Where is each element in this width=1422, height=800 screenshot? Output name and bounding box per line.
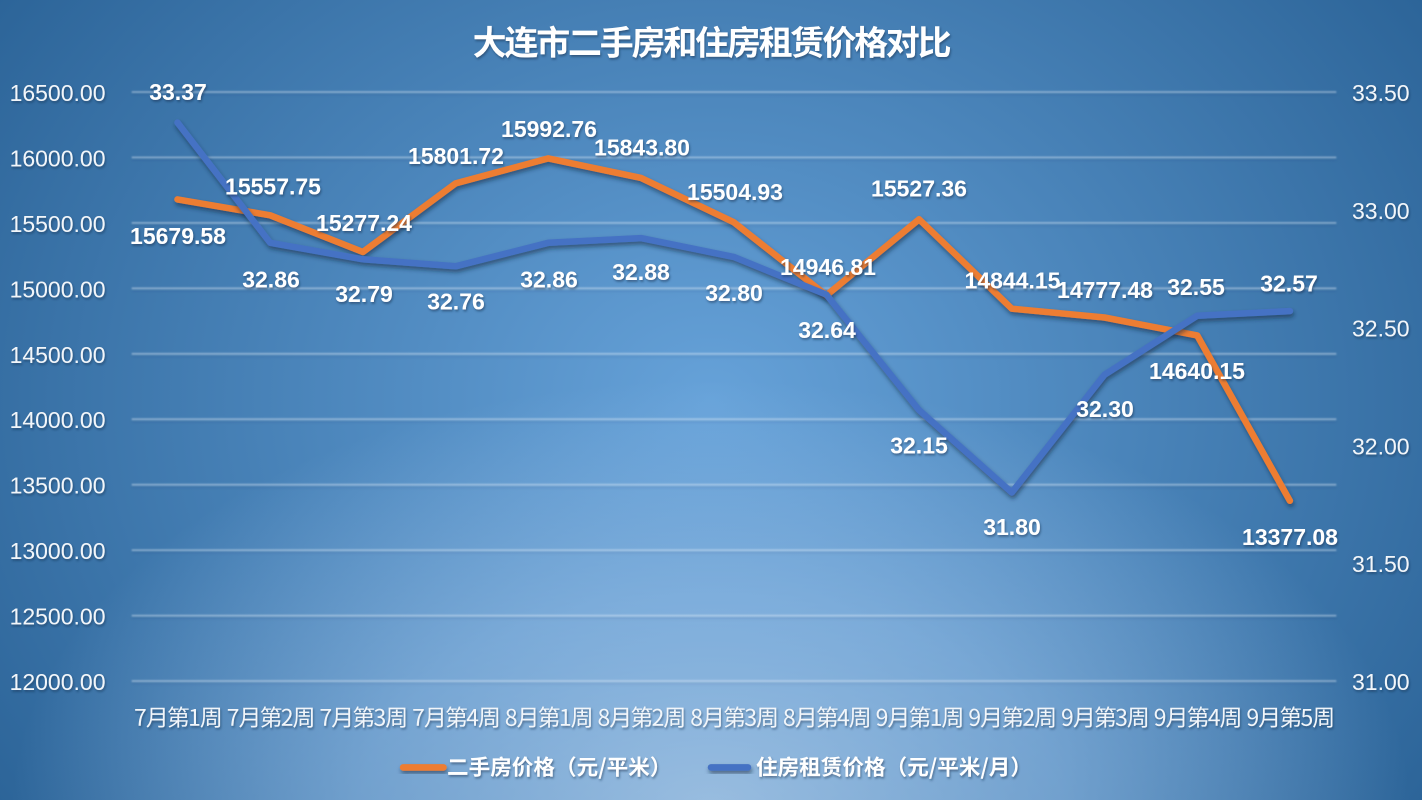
svg-text:15527.36: 15527.36 [871,176,967,202]
svg-text:31.00: 31.00 [1352,669,1410,695]
svg-text:32.50: 32.50 [1352,316,1410,342]
svg-text:15504.93: 15504.93 [687,179,783,205]
svg-text:15557.75: 15557.75 [225,174,321,200]
svg-text:33.37: 33.37 [149,79,207,105]
svg-text:13000.00: 13000.00 [10,538,106,564]
svg-text:32.76: 32.76 [427,289,485,315]
svg-text:15801.72: 15801.72 [408,143,504,169]
svg-text:15500.00: 15500.00 [10,211,106,237]
svg-text:32.15: 32.15 [890,433,948,459]
svg-text:32.30: 32.30 [1076,396,1134,422]
svg-text:15277.24: 15277.24 [316,210,412,236]
svg-text:32.88: 32.88 [612,259,670,285]
svg-text:32.86: 32.86 [520,267,578,293]
svg-text:32.64: 32.64 [798,317,856,343]
svg-text:14640.15: 14640.15 [1149,358,1245,384]
svg-text:14000.00: 14000.00 [10,407,106,433]
svg-text:14844.15: 14844.15 [965,268,1061,294]
svg-text:33.50: 33.50 [1352,80,1410,106]
svg-text:32.80: 32.80 [705,280,763,306]
svg-text:15992.76: 15992.76 [501,116,597,142]
svg-text:32.00: 32.00 [1352,433,1410,459]
svg-text:33.00: 33.00 [1352,198,1410,224]
svg-text:31.50: 31.50 [1352,551,1410,577]
svg-text:15679.58: 15679.58 [130,223,226,249]
svg-text:12500.00: 12500.00 [10,604,106,630]
svg-text:14777.48: 14777.48 [1057,277,1153,303]
svg-text:15000.00: 15000.00 [10,276,106,302]
svg-text:32.79: 32.79 [335,281,393,307]
svg-text:14500.00: 14500.00 [10,342,106,368]
svg-text:16500.00: 16500.00 [10,80,106,106]
svg-text:13377.08: 13377.08 [1242,524,1338,550]
svg-text:16000.00: 16000.00 [10,145,106,171]
svg-text:32.57: 32.57 [1260,271,1318,297]
svg-text:32.86: 32.86 [242,267,300,293]
svg-text:31.80: 31.80 [983,514,1041,540]
svg-text:32.55: 32.55 [1167,274,1225,300]
svg-text:12000.00: 12000.00 [10,669,106,695]
svg-text:14946.81: 14946.81 [780,254,876,280]
svg-text:15843.80: 15843.80 [594,135,690,161]
svg-text:13500.00: 13500.00 [10,473,106,499]
